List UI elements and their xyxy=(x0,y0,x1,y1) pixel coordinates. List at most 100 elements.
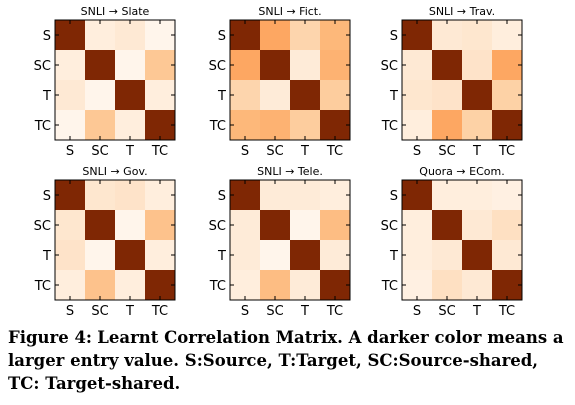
heatmap-cell-TC-SC xyxy=(260,110,290,140)
panel-frame xyxy=(229,19,351,141)
heatmap-panel-1: SNLI → Slate S SC T TC S SC T TC xyxy=(34,5,176,159)
heatmap-cell-TC-S xyxy=(230,110,260,140)
heatmap-cell-S-T xyxy=(462,20,492,50)
y-tick-label: SC xyxy=(34,219,51,234)
heatmap-cell-S-SC xyxy=(260,180,290,210)
x-tick-label: T xyxy=(300,304,309,319)
heatmap-cell-TC-SC xyxy=(85,110,115,140)
y-tick-label: TC xyxy=(209,279,226,294)
heatmap-cell-S-TC xyxy=(145,180,175,210)
heatmap-cell-TC-TC xyxy=(145,110,175,140)
heatmap-cell-TC-S xyxy=(402,110,432,140)
heatmap-cell-S-T xyxy=(462,180,492,210)
heatmap-cell-T-S xyxy=(402,80,432,110)
heatmap-cell-TC-SC xyxy=(85,270,115,300)
heatmap-cell-TC-TC xyxy=(320,110,350,140)
heatmap-cell-SC-SC xyxy=(260,50,290,80)
heatmap-cell-SC-TC xyxy=(145,50,175,80)
x-tick-label: T xyxy=(472,144,481,159)
heatmap-cell-TC-SC xyxy=(260,270,290,300)
x-tick-label: TC xyxy=(151,304,168,319)
heatmap-panel-3: SNLI → Trav. S SC T TC S SC T TC xyxy=(381,5,523,159)
heatmap-cell-T-S xyxy=(55,80,85,110)
heatmap-cell-T-T xyxy=(290,80,320,110)
x-tick-label: TC xyxy=(326,144,343,159)
x-tick-label: S xyxy=(241,304,249,319)
heatmap-cell-S-S xyxy=(230,20,260,50)
heatmap-cell-SC-S xyxy=(402,210,432,240)
x-tick-label: S xyxy=(66,304,74,319)
heatmap-cell-S-T xyxy=(115,20,145,50)
heatmap-cell-TC-T xyxy=(462,270,492,300)
x-tick-label: SC xyxy=(91,144,108,159)
heatmap-panel-6: Quora → ECom. S SC T TC S SC T TC xyxy=(381,165,523,319)
x-tick-label: S xyxy=(66,144,74,159)
panel-title: SNLI → Tele. xyxy=(257,165,323,178)
heatmap-cell-T-TC xyxy=(145,80,175,110)
heatmap-panel-5: SNLI → Tele. S SC T TC S SC T TC xyxy=(209,165,351,319)
heatmap-cell-T-TC xyxy=(320,240,350,270)
y-tick-label: TC xyxy=(34,279,51,294)
y-tick-label: S xyxy=(390,29,398,44)
heatmap-cell-SC-SC xyxy=(432,50,462,80)
heatmap-cell-T-SC xyxy=(260,240,290,270)
heatmap-cell-TC-TC xyxy=(492,270,522,300)
heatmap-cell-S-S xyxy=(402,180,432,210)
y-tick-label: SC xyxy=(34,59,51,74)
heatmap-cell-S-T xyxy=(115,180,145,210)
heatmap-cell-SC-TC xyxy=(145,210,175,240)
heatmap-cell-TC-S xyxy=(55,270,85,300)
heatmap-figure: SNLI → Slate S SC T TC S SC T TC SNLI → Fict. S SC T… xyxy=(34,5,523,319)
heatmap-cell-T-SC xyxy=(432,240,462,270)
heatmap-cell-TC-T xyxy=(115,110,145,140)
y-tick-label: TC xyxy=(381,279,398,294)
y-tick-label: T xyxy=(389,89,398,104)
heatmap-cell-SC-S xyxy=(230,210,260,240)
y-tick-label: T xyxy=(42,249,51,264)
x-tick-label: S xyxy=(413,144,421,159)
heatmap-cell-SC-S xyxy=(230,50,260,80)
heatmap-cell-S-S xyxy=(402,20,432,50)
heatmap-cell-T-SC xyxy=(260,80,290,110)
heatmap-cell-TC-SC xyxy=(432,110,462,140)
heatmap-cell-SC-T xyxy=(462,210,492,240)
heatmap-cell-S-SC xyxy=(432,20,462,50)
y-tick-label: S xyxy=(218,29,226,44)
panel-title: SNLI → Slate xyxy=(81,5,150,18)
heatmap-cell-TC-T xyxy=(115,270,145,300)
heatmap-cell-SC-S xyxy=(402,50,432,80)
heatmap-cell-T-T xyxy=(115,240,145,270)
heatmap-cell-S-SC xyxy=(85,180,115,210)
heatmap-cell-S-T xyxy=(290,180,320,210)
heatmap-cell-T-S xyxy=(402,240,432,270)
heatmap-cell-TC-S xyxy=(402,270,432,300)
x-tick-label: T xyxy=(125,304,134,319)
panel-frame xyxy=(54,19,176,141)
heatmap-cell-S-S xyxy=(55,180,85,210)
heatmap-cell-SC-T xyxy=(115,210,145,240)
y-tick-label: T xyxy=(217,249,226,264)
panel-frame xyxy=(54,179,176,301)
panel-frame xyxy=(401,179,523,301)
heatmap-cell-SC-S xyxy=(55,50,85,80)
heatmap-cell-SC-TC xyxy=(320,50,350,80)
heatmap-cell-S-TC xyxy=(320,180,350,210)
panel-title: Quora → ECom. xyxy=(419,165,504,178)
heatmap-cell-T-SC xyxy=(85,240,115,270)
y-tick-label: S xyxy=(390,189,398,204)
heatmap-cell-T-TC xyxy=(320,80,350,110)
panel-title: SNLI → Trav. xyxy=(429,5,495,18)
heatmap-cell-TC-S xyxy=(230,270,260,300)
heatmap-cell-TC-TC xyxy=(320,270,350,300)
heatmap-cell-SC-T xyxy=(115,50,145,80)
heatmap-grid-svg: SNLI → Slate S SC T TC S SC T TC SNLI → Fict. S SC T… xyxy=(34,5,523,319)
y-tick-label: S xyxy=(43,29,51,44)
x-tick-label: SC xyxy=(91,304,108,319)
heatmap-cell-S-T xyxy=(290,20,320,50)
heatmap-panel-2: SNLI → Fict. S SC T TC S SC T TC xyxy=(209,5,351,159)
x-tick-label: T xyxy=(472,304,481,319)
x-tick-label: T xyxy=(300,144,309,159)
heatmap-cell-T-S xyxy=(230,80,260,110)
heatmap-cell-S-S xyxy=(55,20,85,50)
heatmap-cell-S-SC xyxy=(260,20,290,50)
